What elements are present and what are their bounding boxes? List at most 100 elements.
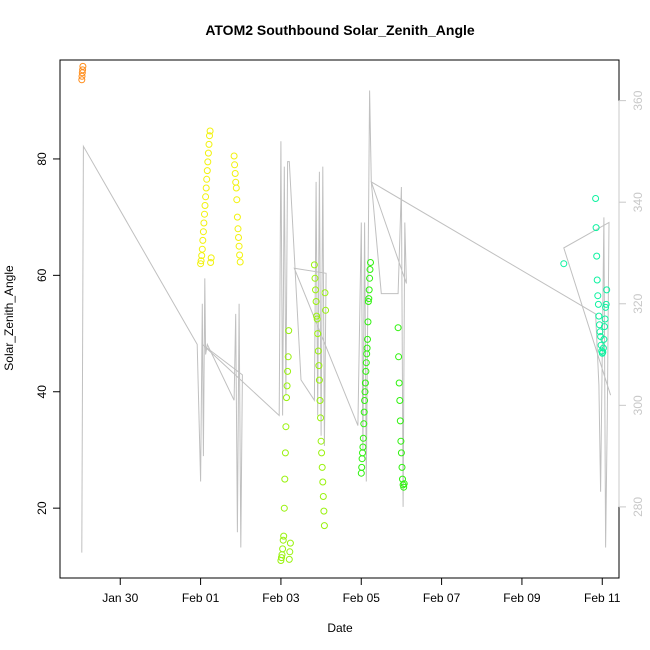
data-point [602, 303, 610, 311]
data-point [280, 532, 288, 540]
data-point [280, 504, 288, 512]
data-point [282, 423, 290, 431]
data-point [279, 545, 287, 553]
data-point [203, 167, 211, 175]
scatter-points-layer [78, 62, 611, 564]
x-tick-label: Feb 09 [503, 591, 541, 605]
series-line [81, 90, 612, 553]
x-tick-label: Feb 03 [262, 591, 300, 605]
data-point [283, 394, 290, 402]
data-point [203, 175, 211, 183]
data-point [600, 335, 608, 343]
data-point [314, 330, 322, 338]
right-y-axis: 280 300 320 340 360 [618, 90, 645, 517]
data-point [398, 463, 406, 471]
data-point [202, 184, 210, 192]
data-point [199, 228, 207, 236]
data-point [317, 414, 324, 422]
data-point [358, 455, 366, 463]
y-tick-label: 40 [35, 385, 49, 399]
data-point [202, 193, 210, 201]
data-point [396, 417, 404, 425]
data-point [311, 274, 319, 282]
data-point [236, 258, 244, 266]
data-point [284, 367, 292, 375]
data-point [313, 312, 321, 320]
data-point [207, 254, 215, 262]
data-point [319, 493, 327, 500]
data-point [235, 234, 242, 241]
data-point [363, 344, 371, 352]
x-tick-label: Feb 01 [182, 591, 220, 605]
data-point [235, 242, 243, 250]
data-point [364, 318, 372, 326]
data-point [201, 202, 209, 209]
data-point [367, 259, 374, 266]
data-point [361, 397, 369, 404]
data-point [592, 195, 600, 202]
data-point [396, 397, 404, 404]
data-point [204, 149, 212, 157]
data-point [360, 408, 368, 416]
data-point [363, 350, 371, 358]
data-point [560, 260, 568, 268]
data-point [197, 260, 205, 268]
data-point [320, 507, 328, 515]
x-tick-label: Feb 11 [584, 591, 621, 605]
data-point [320, 522, 328, 530]
data-point [318, 449, 326, 457]
data-point [281, 449, 289, 457]
data-point [281, 475, 289, 483]
y-tick-label: 80 [35, 152, 49, 166]
data-point [603, 286, 611, 294]
data-point [285, 555, 293, 563]
data-point [357, 469, 365, 477]
data-point [278, 554, 285, 562]
data-point [206, 127, 214, 135]
data-point [201, 210, 208, 218]
data-point [318, 463, 326, 471]
data-point [230, 152, 238, 160]
data-point [599, 344, 607, 352]
x-tick-label: Jan 30 [102, 591, 138, 605]
data-point [319, 478, 327, 486]
right-tick-label: 360 [631, 90, 645, 110]
data-point [395, 353, 403, 361]
data-point [394, 324, 402, 332]
data-point [593, 252, 601, 260]
x-tick-label: Feb 05 [343, 591, 381, 605]
data-point [400, 483, 408, 491]
y-axis-label: Solar_Zenith_Angle [2, 265, 16, 371]
data-point [233, 196, 241, 204]
chart-title: ATOM2 Southbound Solar_Zenith_Angle [205, 22, 475, 38]
data-point [315, 362, 323, 370]
data-point [321, 289, 329, 297]
y-tick-label: 60 [35, 268, 49, 282]
x-tick-label: Feb 07 [423, 591, 461, 605]
data-point [364, 335, 371, 343]
y-tick-label: 20 [35, 501, 49, 515]
data-point [199, 236, 207, 244]
data-point [231, 170, 239, 177]
data-point [200, 219, 208, 227]
data-point [361, 379, 369, 387]
data-point [397, 449, 405, 457]
data-point [286, 548, 294, 556]
data-point [231, 161, 239, 169]
data-point [79, 66, 87, 74]
data-point [279, 536, 287, 544]
data-point [283, 382, 291, 390]
data-point [285, 327, 293, 335]
data-point [78, 76, 86, 84]
data-point [198, 245, 206, 253]
data-point [312, 286, 319, 294]
data-point [592, 224, 600, 232]
data-point [362, 359, 370, 367]
data-point [233, 213, 241, 221]
data-point [322, 306, 330, 314]
data-point [207, 259, 215, 266]
data-point [602, 300, 610, 308]
data-point [601, 323, 608, 331]
data-point [366, 266, 374, 273]
